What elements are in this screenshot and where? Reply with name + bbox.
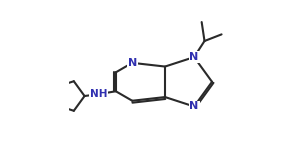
Text: N: N	[190, 52, 199, 62]
Text: NH: NH	[90, 89, 108, 99]
Text: N: N	[190, 101, 199, 111]
Text: N: N	[128, 58, 137, 68]
